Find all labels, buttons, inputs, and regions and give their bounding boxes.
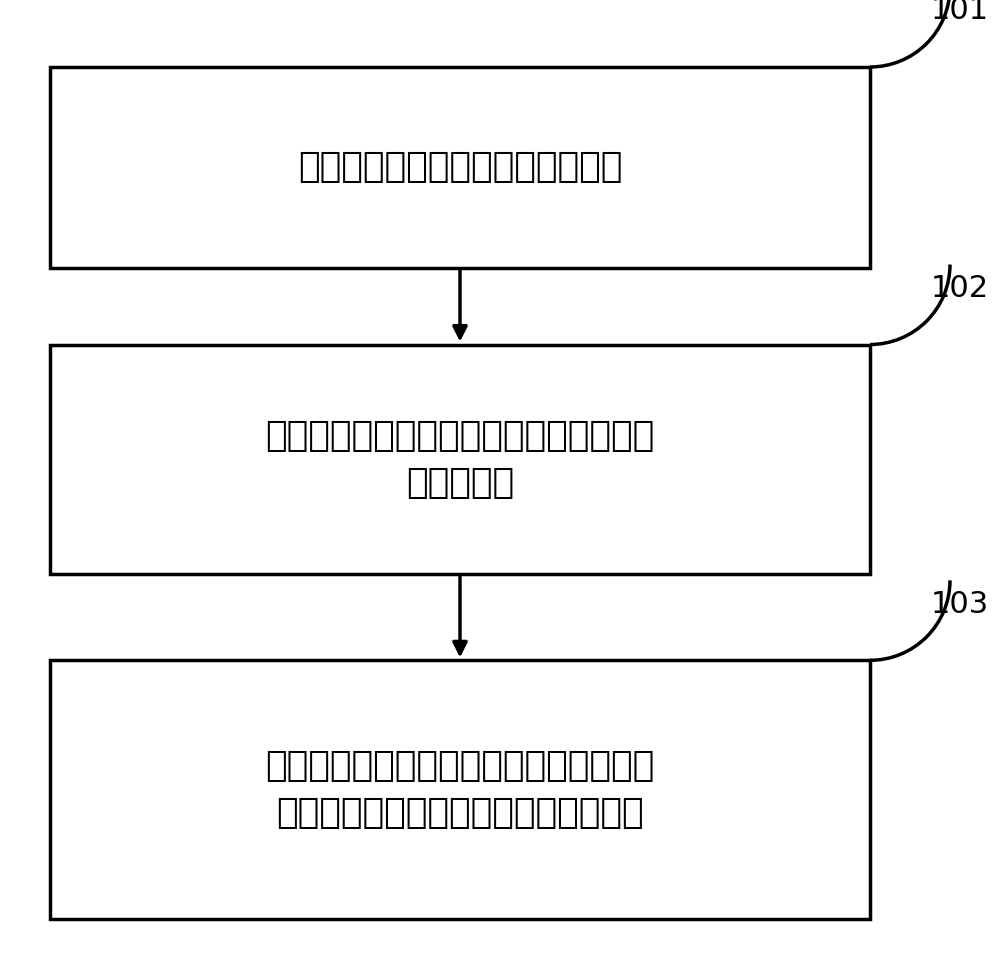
Text: 101: 101 (931, 0, 989, 26)
Text: 103: 103 (931, 590, 989, 619)
Bar (50, 660, 870, 919)
Text: 将所述插件的运行状态发送给终端，以供
终端将所述插件的运行状态呈现给用户: 将所述插件的运行状态发送给终端，以供 终端将所述插件的运行状态呈现给用户 (265, 748, 655, 831)
Text: 接收终端发送的插件状态查询请求: 接收终端发送的插件状态查询请求 (298, 150, 622, 185)
Text: 根据所述插件状态查询请求获取所述插件
的运行状态: 根据所述插件状态查询请求获取所述插件 的运行状态 (265, 418, 655, 501)
Bar (50, 345, 870, 574)
Bar (50, 67, 870, 268)
Text: 102: 102 (931, 274, 989, 303)
